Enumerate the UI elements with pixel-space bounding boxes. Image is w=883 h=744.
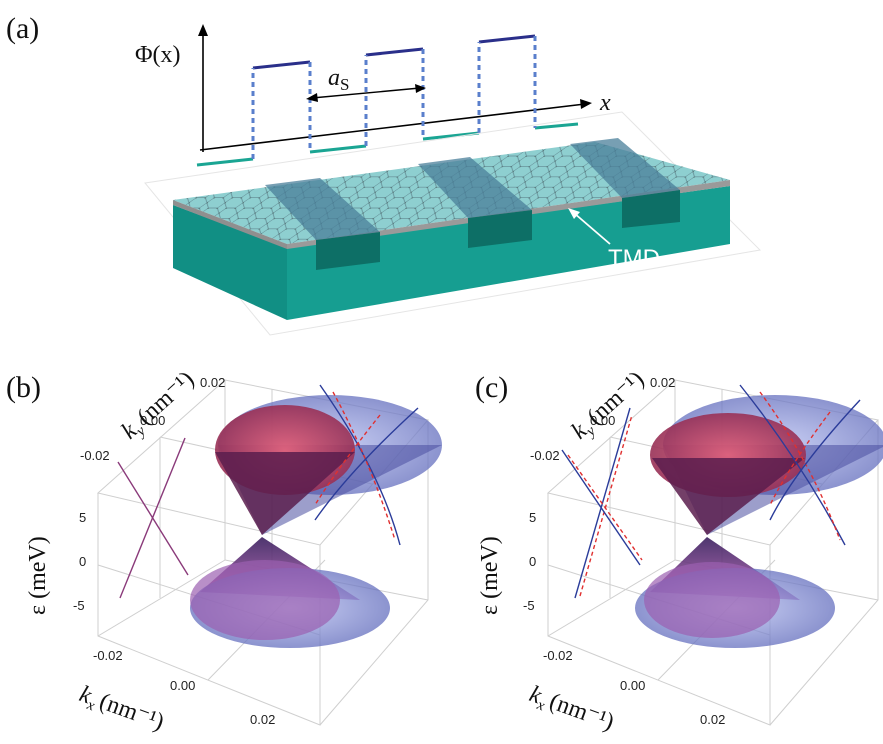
eps-tick-b-3: -5 — [73, 598, 85, 613]
eps-axis-label-b: ε (meV) — [25, 536, 51, 615]
panel-a: (a) Φ(x) x — [6, 12, 762, 336]
tmd-pointer — [573, 212, 611, 245]
eps-tick-b-2: 0 — [79, 554, 86, 569]
x-axis-arrow — [580, 99, 592, 109]
kx-tick-c-2: 0.00 — [620, 678, 645, 693]
substrate-front-face — [287, 186, 730, 320]
back-wall-curves-b — [314, 384, 419, 546]
inner-cone-bottom-b — [190, 560, 340, 640]
dirac-cones-b — [190, 395, 442, 648]
eps-tick-b-1: 5 — [79, 510, 86, 525]
period-label: aS — [328, 65, 349, 94]
kx-tick-c-1: -0.02 — [543, 648, 573, 663]
dirac-cones-c — [635, 395, 883, 648]
panel-a-label: (a) — [6, 12, 39, 45]
panel-c-label: (c) — [475, 371, 508, 404]
potential-high-segment-1 — [252, 60, 311, 70]
phi-axis-arrow — [198, 24, 208, 36]
x-axis — [199, 103, 586, 151]
kx-axis-label-c: kx(nm⁻¹) — [525, 681, 617, 738]
ky-tick-c-1: 0.02 — [650, 375, 675, 390]
ky-tick-b-3: -0.02 — [80, 448, 110, 463]
back-wall-curves-c — [739, 384, 861, 546]
substrate-left-face — [173, 205, 287, 320]
panel-c: (c) — [475, 366, 883, 738]
eps-tick-c-2: 0 — [529, 554, 536, 569]
period-arrow — [311, 87, 421, 99]
ky-axis-label-c: ky(nm⁻¹) — [567, 366, 652, 446]
kx-tick-c-3: 0.02 — [700, 712, 725, 727]
potential-low-segment-4 — [534, 122, 579, 130]
potential-plot: Φ(x) x — [135, 24, 611, 167]
left-wall-curves-c — [561, 407, 643, 599]
potential-low-segment-3 — [422, 131, 480, 141]
potential-low-segment-2 — [309, 144, 367, 154]
potential-steps — [251, 36, 537, 159]
kx-tick-b-3: 0.02 — [250, 712, 275, 727]
eps-tick-c-3: -5 — [523, 598, 535, 613]
x-axis-label: x — [599, 90, 611, 116]
ky-tick-c-3: -0.02 — [530, 448, 560, 463]
kx-axis-label-b: kx(nm⁻¹) — [75, 681, 167, 738]
tmd-label: TMD — [608, 245, 660, 272]
ky-tick-b-2: 0.00 — [140, 413, 165, 428]
eps-axis-label-c: ε (meV) — [477, 536, 503, 615]
trenches — [265, 138, 680, 270]
kx-tick-b-1: -0.02 — [93, 648, 123, 663]
panel-b-label: (b) — [6, 371, 41, 404]
ky-tick-b-1: 0.02 — [200, 375, 225, 390]
eps-tick-c-1: 5 — [529, 510, 536, 525]
inner-cone-bottom-c — [644, 562, 780, 638]
ky-axis-label-b: ky(nm⁻¹) — [117, 366, 202, 446]
potential-high-segment-3 — [478, 34, 536, 44]
left-wall-curves-b — [117, 437, 189, 599]
kx-tick-b-2: 0.00 — [170, 678, 195, 693]
phi-axis-label: Φ(x) — [135, 42, 181, 68]
substrate-block: TMD — [144, 111, 762, 336]
ky-tick-c-2: 0.00 — [590, 413, 615, 428]
potential-low-segment-1 — [196, 157, 254, 167]
tmd-edge-left — [173, 200, 287, 249]
potential-high-segment-2 — [365, 47, 424, 57]
panel-b: (b) — [6, 366, 442, 738]
